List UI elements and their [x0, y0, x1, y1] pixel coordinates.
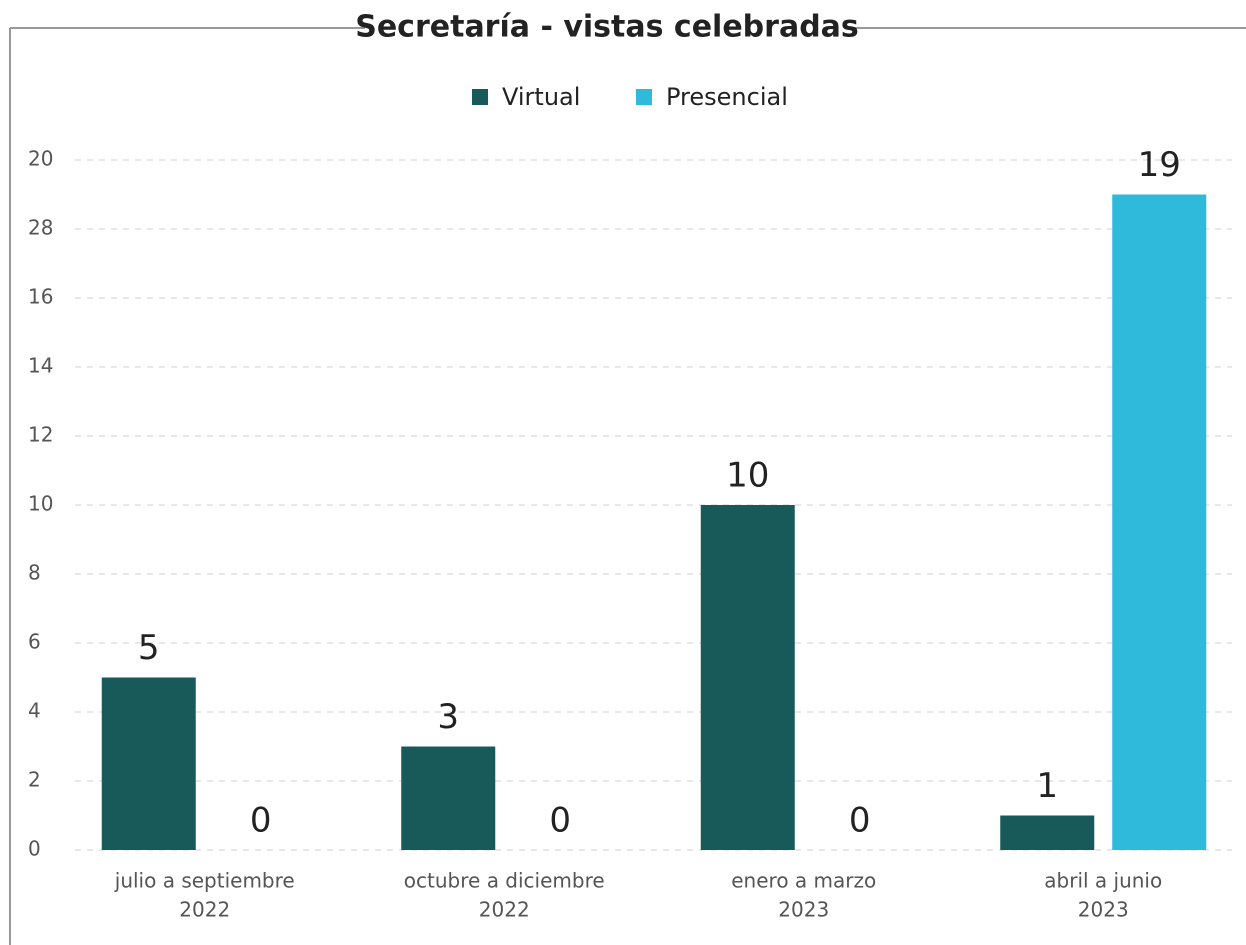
y-tick-label: 12 — [28, 423, 53, 447]
x-tick-label: julio a septiembre — [114, 869, 295, 893]
y-tick-label: 28 — [28, 216, 53, 240]
y-tick-label: 20 — [28, 147, 53, 171]
y-tick-label: 8 — [28, 561, 41, 585]
y-tick-label: 2 — [28, 768, 41, 792]
data-label: 0 — [849, 801, 871, 841]
x-tick-label: 2022 — [479, 898, 530, 922]
bar — [1000, 815, 1095, 850]
x-tick-label: 2023 — [1078, 898, 1129, 922]
y-tick-label: 6 — [28, 630, 41, 654]
x-tick-label: 2022 — [179, 898, 230, 922]
data-label: 1 — [1036, 766, 1058, 806]
data-label: 0 — [250, 801, 272, 841]
bar — [1112, 194, 1207, 850]
data-label: 5 — [138, 628, 160, 668]
bar — [401, 746, 496, 850]
bar — [700, 505, 795, 850]
data-label: 10 — [726, 456, 769, 496]
legend-swatch — [472, 89, 488, 105]
y-tick-label: 4 — [28, 699, 41, 723]
data-label: 0 — [549, 801, 571, 841]
legend-label: Virtual — [502, 83, 580, 111]
x-tick-label: 2023 — [778, 898, 829, 922]
x-tick-label: octubre a diciembre — [404, 869, 605, 893]
data-label: 3 — [437, 697, 459, 737]
chart-title: Secretaría - vistas celebradas — [355, 10, 859, 45]
x-tick-label: abril a junio — [1044, 869, 1162, 893]
y-tick-label: 16 — [28, 285, 53, 309]
data-label: 19 — [1138, 145, 1181, 185]
legend-label: Presencial — [666, 83, 788, 111]
y-tick-label: 0 — [28, 837, 41, 861]
x-tick-label: enero a marzo — [731, 869, 876, 893]
legend-swatch — [636, 89, 652, 105]
y-tick-label: 14 — [28, 354, 53, 378]
y-tick-label: 10 — [28, 492, 53, 516]
bar — [101, 677, 196, 850]
